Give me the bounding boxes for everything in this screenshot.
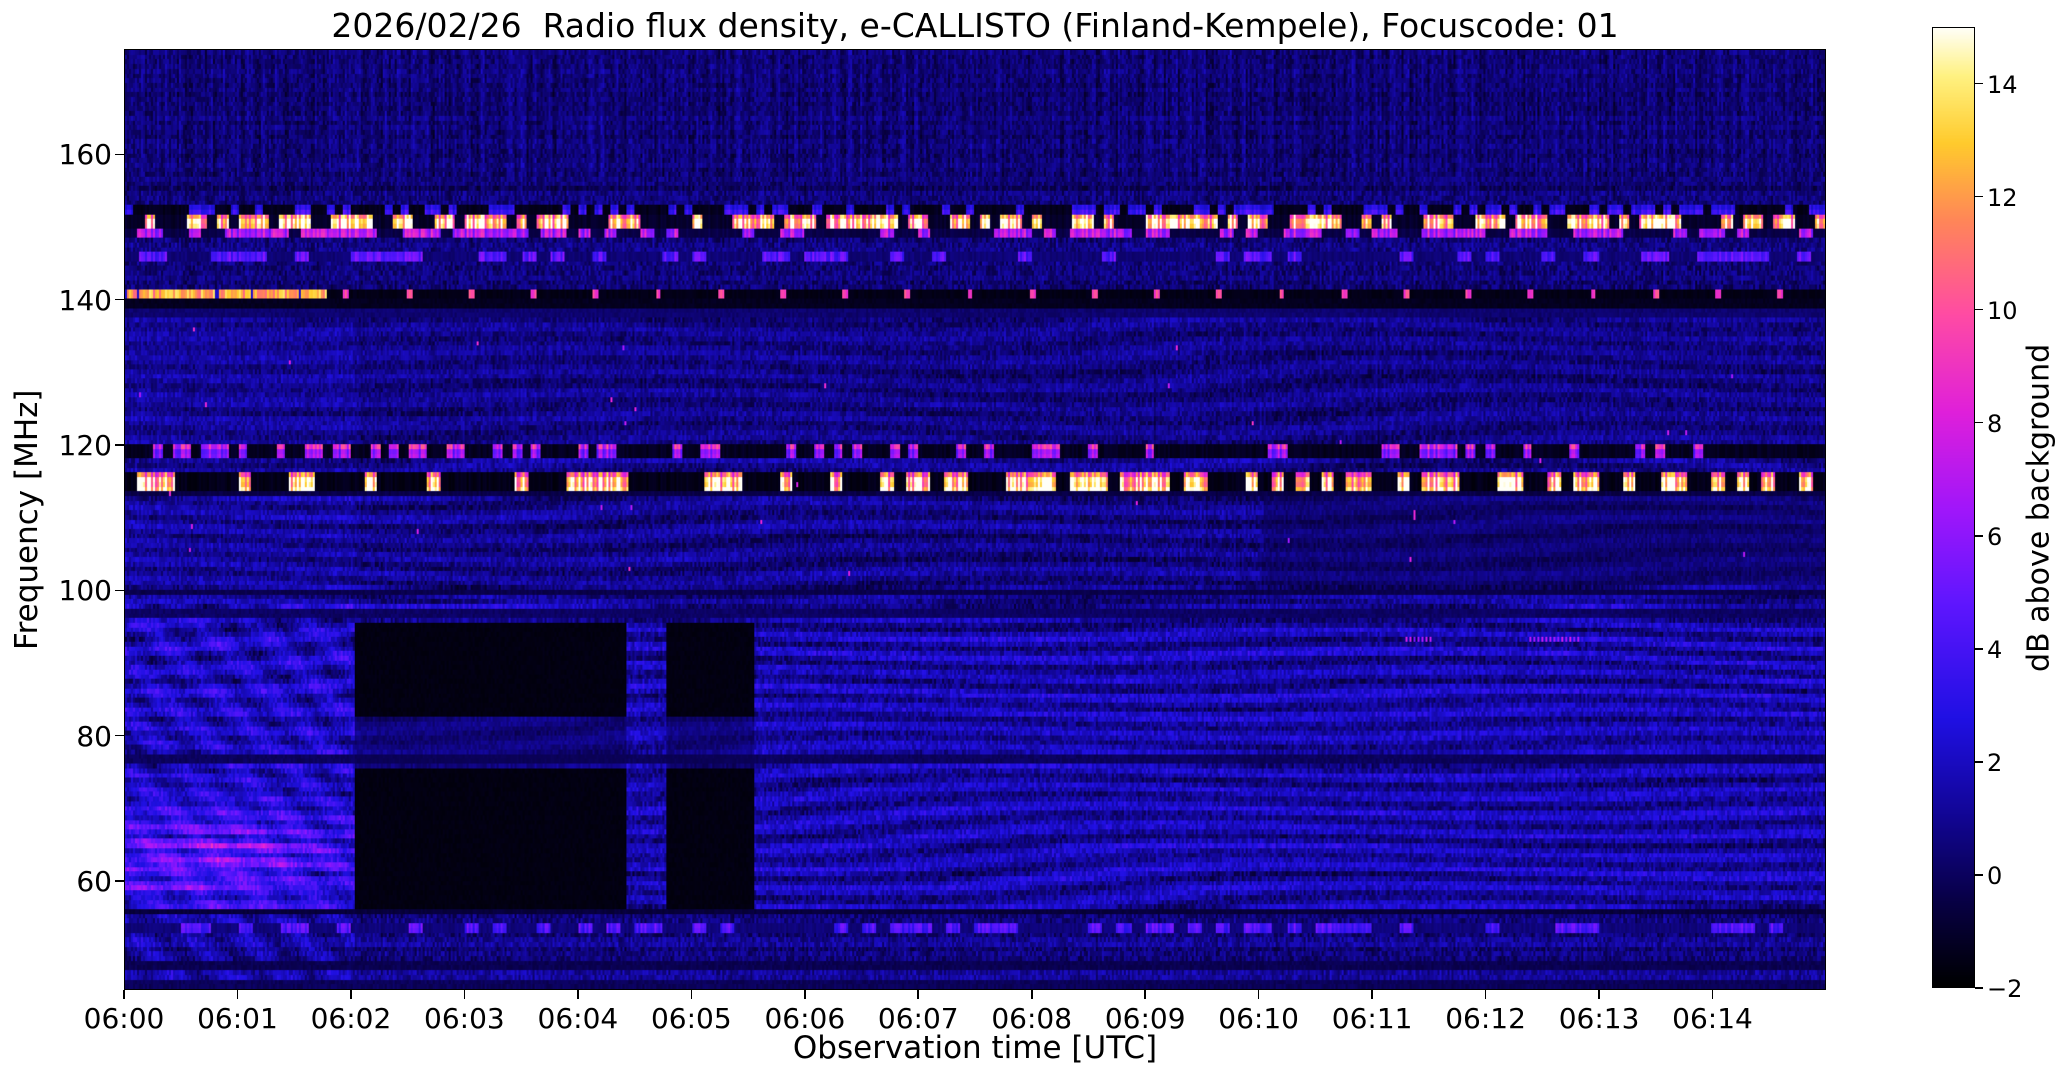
spectrogram-plot-area [124, 49, 1826, 990]
colorbar-canvas [1933, 28, 1974, 987]
y-tick-mark [115, 589, 124, 592]
colorbar-tick-label: 12 [1987, 183, 2018, 212]
x-tick-label: 06:04 [537, 1002, 619, 1035]
x-tick-label: 06:01 [197, 1002, 278, 1035]
colorbar [1932, 27, 1975, 988]
colorbar-tick-label: 0 [1987, 861, 2003, 890]
x-tick-label: 06:07 [877, 1002, 959, 1035]
colorbar-tick-label: 8 [1987, 409, 2003, 438]
x-tick-mark [804, 990, 806, 999]
x-tick-label: 06:10 [1218, 1002, 1299, 1035]
y-tick-label: 80 [76, 719, 112, 753]
x-axis-label: Observation time [UTC] [792, 1030, 1158, 1066]
colorbar-tick-mark [1975, 534, 1983, 537]
x-tick-label: 06:05 [650, 1002, 732, 1035]
x-tick-mark [123, 990, 125, 999]
colorbar-tick-mark [1975, 648, 1983, 650]
x-tick-mark [1257, 990, 1260, 999]
y-tick-mark [115, 444, 124, 446]
x-tick-mark [690, 990, 693, 999]
x-tick-label: 06:14 [1672, 1002, 1753, 1035]
x-tick-label: 06:08 [991, 1002, 1073, 1035]
colorbar-tick-mark [1975, 874, 1983, 876]
colorbar-tick-mark [1975, 308, 1983, 311]
y-axis-label: Frequency [MHz] [9, 389, 45, 650]
x-tick-mark [1144, 990, 1146, 999]
x-tick-label: 06:09 [1104, 1002, 1186, 1035]
x-tick-mark [1030, 990, 1033, 999]
colorbar-tick-mark [1975, 987, 1983, 989]
colorbar-label: dB above background [2021, 343, 2057, 672]
x-tick-mark [1484, 990, 1487, 999]
x-tick-label: 06:00 [83, 1002, 165, 1035]
y-tick-label: 60 [76, 865, 112, 898]
colorbar-tick-label: 2 [1987, 748, 2003, 777]
x-tick-mark [1371, 990, 1373, 999]
y-tick-mark [115, 153, 124, 156]
x-tick-label: 06:12 [1445, 1002, 1526, 1035]
x-tick-mark [577, 990, 579, 999]
x-tick-mark [350, 990, 352, 999]
y-tick-label: 140 [58, 283, 112, 317]
figure-title: 2026/02/26 Radio flux density, e-CALLIST… [331, 6, 1619, 45]
colorbar-tick-mark [1975, 195, 1983, 198]
x-tick-mark [236, 990, 239, 999]
colorbar-tick-label: 4 [1987, 635, 2003, 664]
x-tick-mark [1598, 990, 1600, 999]
x-tick-label: 06:13 [1558, 1002, 1640, 1035]
colorbar-tick-label: −2 [1987, 975, 2023, 1003]
x-tick-mark [1711, 990, 1714, 999]
x-tick-mark [463, 990, 466, 999]
y-tick-label: 120 [58, 429, 112, 463]
y-tick-mark [115, 298, 124, 301]
colorbar-tick-mark [1975, 82, 1983, 85]
x-tick-label: 06:03 [424, 1002, 505, 1035]
y-tick-mark [115, 880, 124, 882]
y-tick-label: 160 [58, 138, 112, 172]
x-tick-label: 06:06 [764, 1002, 846, 1035]
x-tick-label: 06:02 [310, 1002, 392, 1035]
x-tick-label: 06:11 [1331, 1002, 1413, 1035]
y-tick-label: 100 [58, 574, 112, 608]
colorbar-tick-mark [1975, 761, 1983, 763]
x-tick-mark [917, 990, 920, 999]
colorbar-tick-label: 10 [1987, 296, 2018, 325]
colorbar-tick-mark [1975, 421, 1983, 424]
y-tick-mark [115, 734, 124, 737]
spectrogram-canvas [125, 50, 1825, 989]
colorbar-tick-label: 6 [1987, 522, 2003, 551]
colorbar-tick-label: 14 [1987, 70, 2018, 99]
